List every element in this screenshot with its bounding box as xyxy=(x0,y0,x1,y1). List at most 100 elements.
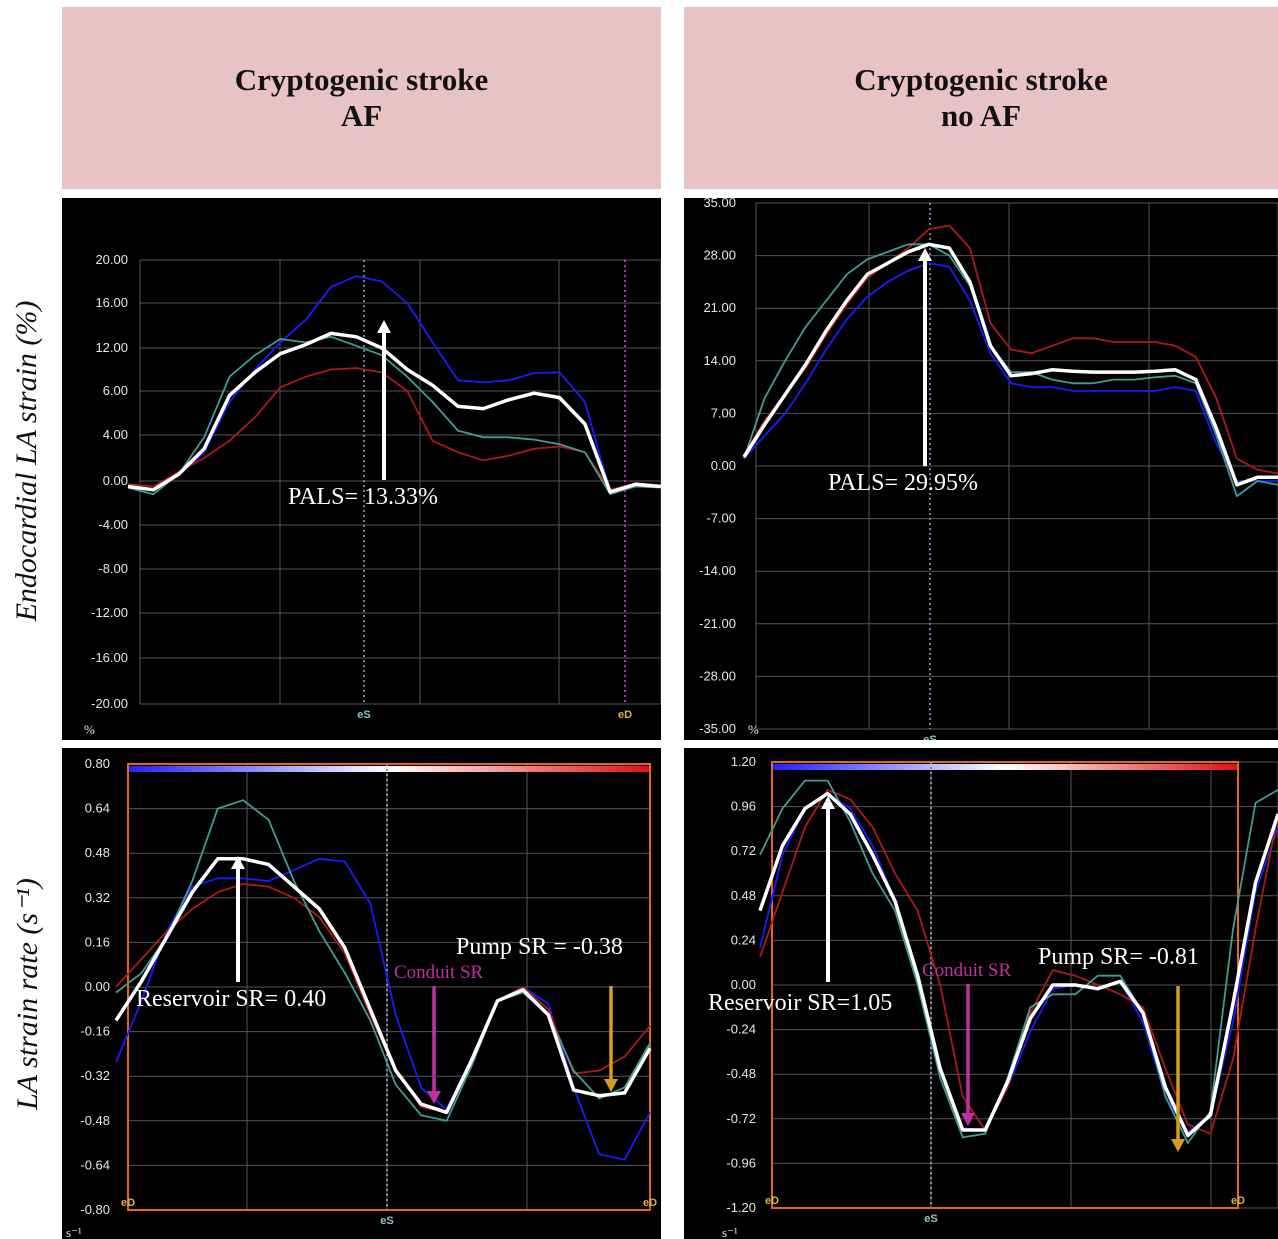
panel-strain-af: 20.00 16.00 12.00 6.00 4.00 0.00 -4.00 -8.00 -12… xyxy=(62,198,661,740)
y-tick-label: -0.72 xyxy=(726,1111,756,1126)
y-tick-label: -1.20 xyxy=(726,1200,756,1215)
y-tick-label: -8.00 xyxy=(98,561,128,576)
event-marker-label: eD xyxy=(121,1197,135,1209)
y-tick-label: 20.00 xyxy=(95,252,128,267)
series-line-teal xyxy=(127,335,661,496)
series-line-mean xyxy=(127,331,661,494)
event-marker-label: eD xyxy=(643,1197,657,1209)
y-tick-label: 0.80 xyxy=(85,756,110,771)
y-unit-label: % xyxy=(748,722,759,737)
header-no-af: Cryptogenic stroke no AF xyxy=(684,7,1278,189)
event-marker-label: eS xyxy=(380,1215,393,1227)
pump-arrow-head xyxy=(604,1079,618,1092)
y-tick-label: -35.00 xyxy=(699,721,736,736)
y-tick-label: -0.48 xyxy=(80,1113,110,1128)
pump-annotation: Pump SR= -0.81 xyxy=(1038,944,1199,970)
conduit-annotation: Conduit SR xyxy=(394,962,484,983)
y-tick-label: 0.00 xyxy=(85,979,110,994)
reservoir-arrow-head xyxy=(231,856,245,869)
chart-strain-af: 20.00 16.00 12.00 6.00 4.00 0.00 -4.00 -8.00 -12… xyxy=(84,252,661,737)
y-tick-label: 0.00 xyxy=(103,473,128,488)
series-line-red xyxy=(127,367,661,491)
y-tick-label: -14.00 xyxy=(699,563,736,578)
event-marker-label: eD xyxy=(1231,1195,1245,1207)
series-line-blue xyxy=(127,275,661,493)
y-tick-label: 0.48 xyxy=(731,888,756,903)
series-line-teal xyxy=(743,243,1278,498)
y-unit-label: s⁻¹ xyxy=(722,1225,738,1239)
y-tick-label: 1.20 xyxy=(731,754,756,769)
conduit-annotation: Conduit SR xyxy=(922,960,1012,981)
y-tick-label: 0.32 xyxy=(85,890,110,905)
header-af-line2: AF xyxy=(340,98,383,133)
y-tick-label: 0.96 xyxy=(731,799,756,814)
y-tick-label: -0.80 xyxy=(80,1202,110,1217)
y-tick-label: -28.00 xyxy=(699,668,736,683)
chart-sr-af: 0.80 0.64 0.48 0.32 0.16 0.00 -0.16 -0.32 -0.48 -… xyxy=(66,756,657,1239)
event-marker-label: eD xyxy=(765,1195,779,1207)
y-tick-label: -0.48 xyxy=(726,1066,756,1081)
pals-arrow-head xyxy=(377,320,391,333)
pals-annotation: PALS= 29.95% xyxy=(828,470,978,496)
reservoir-arrow-head xyxy=(821,796,835,809)
y-tick-label: 16.00 xyxy=(95,295,128,310)
y-tick-label: 14.00 xyxy=(703,353,736,368)
event-marker-label: eS xyxy=(924,1213,937,1225)
y-tick-label: -7.00 xyxy=(706,511,736,526)
y-unit-label: s⁻¹ xyxy=(66,1225,82,1239)
panel-sr-no-af: 1.20 0.96 0.72 0.48 0.24 0.00 -0.24 -0.48 -0.72 -… xyxy=(684,748,1278,1239)
y-tick-label: 4.00 xyxy=(103,427,128,442)
series-line-red xyxy=(759,789,1278,1135)
y-tick-label: 0.00 xyxy=(711,458,736,473)
color-scale-bar xyxy=(128,766,650,772)
series-line-teal xyxy=(115,799,651,1122)
series-line-mean xyxy=(742,242,1278,487)
y-tick-label: 6.00 xyxy=(103,383,128,398)
header-af-line1: Cryptogenic stroke xyxy=(234,62,489,97)
y-tick-label: -12.00 xyxy=(91,605,128,620)
series-line-teal xyxy=(759,779,1278,1144)
series-line-mean xyxy=(114,857,652,1115)
y-tick-label: 0.16 xyxy=(85,934,110,949)
y-tick-label: 35.00 xyxy=(703,198,736,210)
y-tick-label: -4.00 xyxy=(98,517,128,532)
chart-strain-no-af: 35.00 28.00 21.00 14.00 7.00 0.00 -7.00 -14.00 -… xyxy=(699,198,1278,740)
pals-arrow-head xyxy=(918,248,932,261)
y-tick-label: -16.00 xyxy=(91,650,128,665)
reservoir-annotation: Reservoir SR= 0.40 xyxy=(136,986,326,1012)
y-tick-label: -0.16 xyxy=(80,1024,110,1039)
y-tick-label: -21.00 xyxy=(699,616,736,631)
event-marker-label: eS xyxy=(357,709,370,721)
y-tick-label: 0.64 xyxy=(85,801,110,816)
roi-frame xyxy=(127,763,651,1211)
series-line-mean xyxy=(758,791,1278,1138)
y-tick-label: 0.24 xyxy=(731,932,756,947)
y-tick-label: 12.00 xyxy=(95,340,128,355)
series-line-blue xyxy=(743,262,1278,482)
y-tick-label: 28.00 xyxy=(703,248,736,263)
y-tick-label: -0.96 xyxy=(726,1155,756,1170)
y-tick-label: 0.72 xyxy=(731,843,756,858)
chart-sr-no-af: 1.20 0.96 0.72 0.48 0.24 0.00 -0.24 -0.48 -0.72 -… xyxy=(708,754,1278,1239)
series-line-red xyxy=(743,224,1278,475)
conduit-arrow-head xyxy=(961,1113,975,1126)
series-line-blue xyxy=(115,857,651,1161)
y-tick-label: -0.32 xyxy=(80,1068,110,1083)
y-unit-label: % xyxy=(84,722,95,737)
header-no-af-line1: Cryptogenic stroke xyxy=(854,62,1108,97)
series-line-blue xyxy=(759,792,1278,1133)
pump-arrow-head xyxy=(1171,1139,1185,1152)
panel-strain-no-af: 35.00 28.00 21.00 14.00 7.00 0.00 -7.00 -14.00 -… xyxy=(684,198,1278,740)
pump-annotation: Pump SR = -0.38 xyxy=(456,934,623,960)
y-tick-label: 7.00 xyxy=(711,405,736,420)
y-tick-label: -0.24 xyxy=(726,1022,756,1037)
header-no-af-line2: no AF xyxy=(940,98,1022,133)
y-tick-label: 21.00 xyxy=(703,300,736,315)
reservoir-annotation: Reservoir SR=1.05 xyxy=(708,990,892,1016)
y-tick-label: -20.00 xyxy=(91,696,128,711)
y-tick-label: -0.64 xyxy=(80,1157,110,1172)
header-af: Cryptogenic stroke AF xyxy=(62,7,661,189)
event-marker-label: eS xyxy=(923,734,936,740)
row-label-strain-rate: LA strain rate (s⁻¹) xyxy=(11,878,44,1110)
panel-sr-af: 0.80 0.64 0.48 0.32 0.16 0.00 -0.16 -0.32 -0.48 -… xyxy=(62,748,661,1239)
